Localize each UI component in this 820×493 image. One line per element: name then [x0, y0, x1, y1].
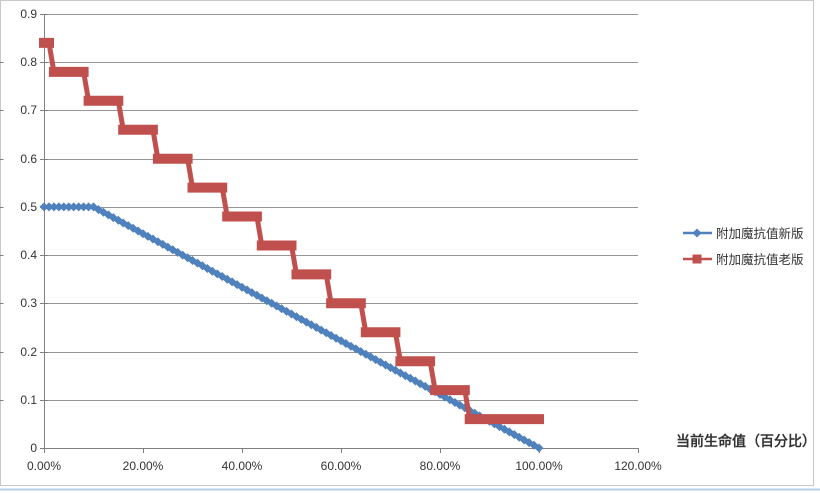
legend-label-old: 附加魔抗值老版 — [716, 252, 804, 267]
y-tick-label: 0.4 — [20, 248, 37, 262]
legend-label-new: 附加魔抗值新版 — [716, 226, 804, 241]
x-tick-label: 20.00% — [123, 459, 164, 473]
y-tick-label: 0.5 — [20, 200, 37, 214]
y-tick-label: 0.9 — [20, 7, 37, 21]
x-tick-label: 40.00% — [222, 459, 263, 473]
data-series — [39, 37, 544, 453]
y-tick-label: 0.8 — [20, 55, 37, 69]
x-tick-label: 100.00% — [515, 459, 563, 473]
legend: 附加魔抗值新版 附加魔抗值老版 — [683, 226, 804, 267]
y-tick-label: 0.3 — [20, 296, 37, 310]
x-tick-label: 120.00% — [614, 459, 662, 473]
gridlines — [44, 14, 638, 401]
sheet-background-lines — [0, 62, 820, 491]
y-tick-label: 0.2 — [20, 345, 37, 359]
x-axis-title: 当前生命值（百分比） — [676, 433, 816, 449]
legend-item-new: 附加魔抗值新版 — [683, 226, 804, 241]
x-tick-label: 60.00% — [321, 459, 362, 473]
axis-tick-labels: 0 0.1 0.2 0.3 0.4 0.5 0.6 0.7 0.8 0.9 0.00% 20.00% 4… — [20, 7, 662, 473]
y-tick-label: 0.6 — [20, 152, 37, 166]
x-tick-label: 0.00% — [27, 459, 61, 473]
legend-square-marker — [692, 254, 702, 264]
legend-diamond-marker — [692, 228, 702, 238]
y-tick-label: 0.7 — [20, 103, 37, 117]
y-tick-label: 0.1 — [20, 393, 37, 407]
chart-border — [0, 0, 814, 486]
y-tick-label: 0 — [30, 441, 37, 455]
legend-item-old: 附加魔抗值老版 — [683, 252, 804, 267]
x-tick-label: 80.00% — [420, 459, 461, 473]
